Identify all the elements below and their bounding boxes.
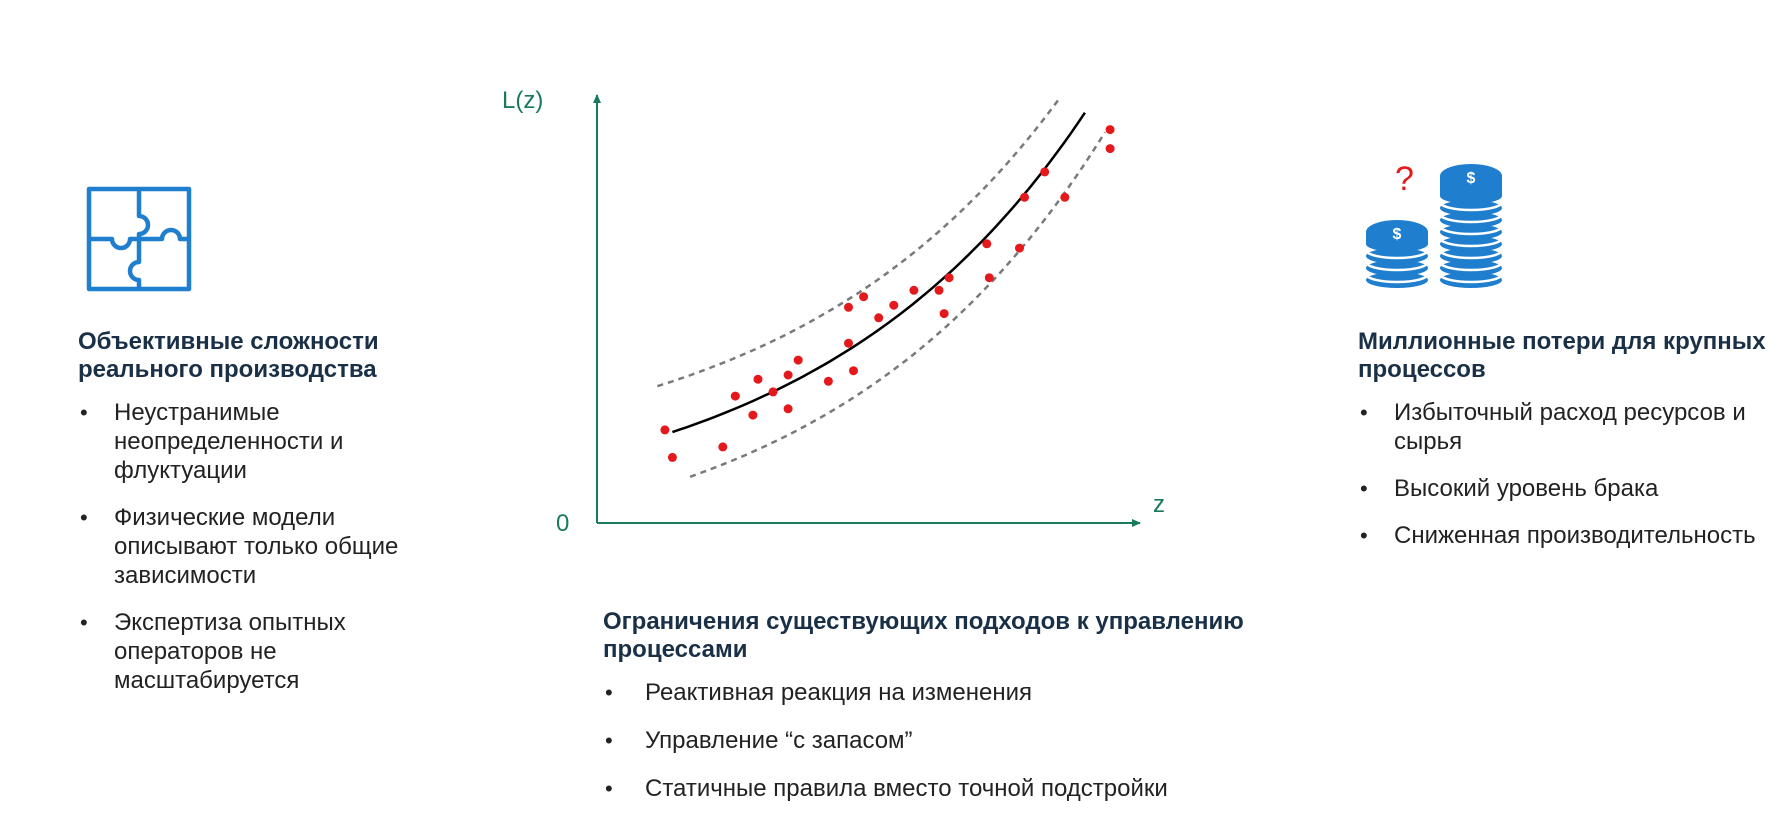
data-point <box>783 370 793 380</box>
lower-bound-line <box>689 131 1107 478</box>
data-point <box>1020 192 1029 202</box>
list-item: • Сниженная производительность <box>1360 522 1756 549</box>
data-point <box>939 309 949 319</box>
data-point <box>1015 243 1024 253</box>
question-mark-icon: ? <box>1395 160 1414 198</box>
list-item: • Физические модели описывают только общи… <box>80 504 399 589</box>
data-point <box>889 300 899 310</box>
list-item: • Экспертиза опытных операторов не масшта… <box>80 609 346 694</box>
data-point <box>909 285 919 295</box>
right-bullets: • Избыточный расход ресурсов и сырья • Выс… <box>1358 398 1787 550</box>
data-point <box>844 338 853 348</box>
data-point <box>793 355 803 365</box>
data-point <box>874 313 884 323</box>
data-point <box>783 404 793 414</box>
data-point <box>1105 144 1115 154</box>
data-point <box>859 292 869 302</box>
center-bullets: • Реактивная реакция на изменения • Управл… <box>603 678 1303 803</box>
left-bullets: • Неустранимые неопределенности и флуктуа… <box>78 398 458 695</box>
data-point <box>667 452 677 462</box>
left-heading: Объективные сложности реального производ… <box>78 328 379 383</box>
list-item: • Высокий уровень брака <box>1360 475 1659 502</box>
list-item: • Статичные правила вместо точной подстро… <box>605 775 1168 802</box>
data-point <box>944 273 954 283</box>
left-column: Объективные сложности реального производ… <box>78 328 458 713</box>
data-point <box>1105 125 1115 135</box>
x-axis-label: z <box>1153 491 1165 518</box>
data-point <box>934 285 944 295</box>
data-point <box>730 391 740 401</box>
right-heading: Миллионные потери для крупных процессов <box>1358 328 1766 383</box>
list-item: • Управление “с запасом” <box>605 727 913 754</box>
y-axis-label: L(z) <box>502 87 543 114</box>
list-item: • Неустранимые неопределенности и флуктуа… <box>80 399 344 484</box>
data-point <box>982 239 992 249</box>
data-point <box>823 376 833 386</box>
data-point <box>1060 192 1070 202</box>
data-point <box>718 442 728 452</box>
loss-curve-chart: L(z) z 0 <box>480 70 1200 545</box>
data-point <box>660 425 670 435</box>
list-item: • Избыточный расход ресурсов и сырья <box>1360 399 1746 455</box>
list-item: • Реактивная реакция на изменения <box>605 679 1032 706</box>
center-heading: Ограничения существующих подходов к упра… <box>603 608 1244 663</box>
svg-text:$: $ <box>1467 170 1476 187</box>
coin-stacks-icon: ? <box>1360 160 1510 295</box>
fitted-curve-line <box>671 111 1086 434</box>
origin-label: 0 <box>556 510 569 537</box>
data-point <box>753 374 763 384</box>
svg-text:$: $ <box>1393 226 1402 243</box>
data-point <box>844 302 853 312</box>
data-point <box>768 387 778 397</box>
data-point <box>849 366 858 376</box>
data-point <box>984 273 994 283</box>
data-point <box>748 410 758 420</box>
upper-bound-line <box>657 97 1061 388</box>
data-point <box>1040 167 1050 177</box>
right-column: Миллионные потери для крупных процессов … <box>1358 328 1787 568</box>
center-column: Ограничения существующих подходов к упра… <box>603 608 1303 822</box>
puzzle-icon <box>86 186 192 297</box>
